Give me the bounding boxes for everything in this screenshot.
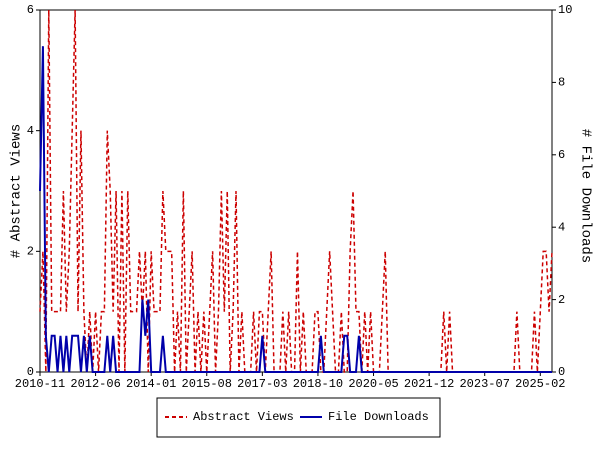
x-tick-label: 2020-05 bbox=[348, 377, 398, 391]
y-tick-label: 2 bbox=[27, 245, 34, 259]
x-tick-label: 2014-01 bbox=[126, 377, 176, 391]
x-tick-label: 2010-11 bbox=[15, 377, 65, 391]
y2-tick-label: 10 bbox=[558, 3, 572, 17]
x-tick-label: 2015-08 bbox=[182, 377, 232, 391]
legend-box bbox=[156, 397, 441, 438]
y2-tick-label: 8 bbox=[558, 76, 565, 90]
legend-label: Abstract Views bbox=[193, 410, 294, 424]
x-tick-label: 2025-02 bbox=[515, 377, 565, 391]
x-tick-label: 2017-03 bbox=[237, 377, 287, 391]
series-line bbox=[39, 46, 552, 373]
series-line bbox=[39, 9, 553, 373]
y2-tick-label: 2 bbox=[558, 293, 565, 307]
y-axis-label: # Abstract Views bbox=[9, 124, 25, 258]
y-tick-label: 6 bbox=[27, 3, 34, 17]
y2-tick-label: 0 bbox=[558, 365, 565, 379]
x-tick-label: 2012-06 bbox=[70, 377, 120, 391]
y2-axis-label: # File Downloads bbox=[577, 129, 593, 263]
y2-tick-label: 6 bbox=[558, 148, 565, 162]
x-tick-label: 2021-12 bbox=[404, 377, 454, 391]
y2-tick-label: 4 bbox=[558, 220, 565, 234]
x-tick-label: 2018-10 bbox=[293, 377, 343, 391]
y-tick-label: 4 bbox=[27, 124, 34, 138]
x-tick-label: 2023-07 bbox=[459, 377, 509, 391]
legend-label: File Downloads bbox=[328, 410, 429, 424]
y-tick-label: 0 bbox=[27, 365, 34, 379]
